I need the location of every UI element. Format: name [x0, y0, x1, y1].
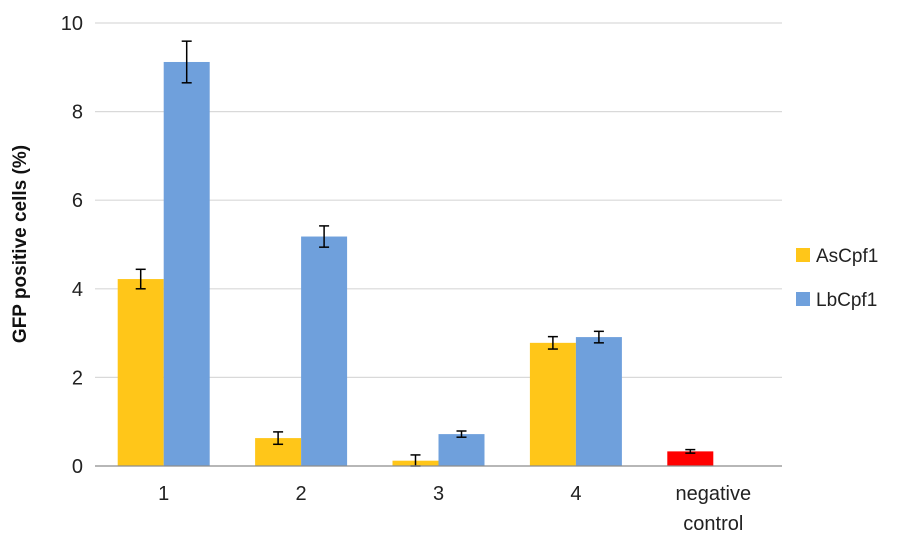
x-tick-label: 4	[570, 483, 581, 505]
x-tick-label: negative	[675, 483, 751, 505]
y-tick-label: 4	[72, 279, 83, 301]
y-axis-label: GFP positive cells (%)	[10, 145, 31, 343]
bar-ascpf1	[529, 342, 576, 466]
legend-swatch	[796, 292, 810, 306]
bar-lbcpf1	[301, 236, 348, 466]
y-tick-label: 8	[72, 102, 83, 124]
x-tick-label: 3	[433, 483, 444, 505]
bar-lbcpf1	[575, 337, 622, 466]
bars	[117, 61, 714, 466]
bar-lbcpf1	[438, 434, 485, 466]
bar-lbcpf1	[163, 61, 210, 466]
legend-swatch	[796, 248, 810, 262]
bar-ascpf1	[117, 279, 164, 466]
legend-label: LbCpf1	[816, 290, 877, 311]
x-tick-label: 2	[296, 483, 307, 505]
y-tick-label: 10	[61, 13, 83, 35]
y-tick-label: 6	[72, 190, 83, 212]
bar-negative-control	[667, 451, 714, 466]
y-tick-label: 0	[72, 456, 83, 478]
legend-label: AsCpf1	[816, 246, 878, 267]
x-tick-label: 1	[158, 483, 169, 505]
legend: AsCpf1 LbCpf1	[796, 246, 878, 311]
y-tick-label: 2	[72, 367, 83, 389]
x-tick-label: control	[683, 513, 743, 535]
